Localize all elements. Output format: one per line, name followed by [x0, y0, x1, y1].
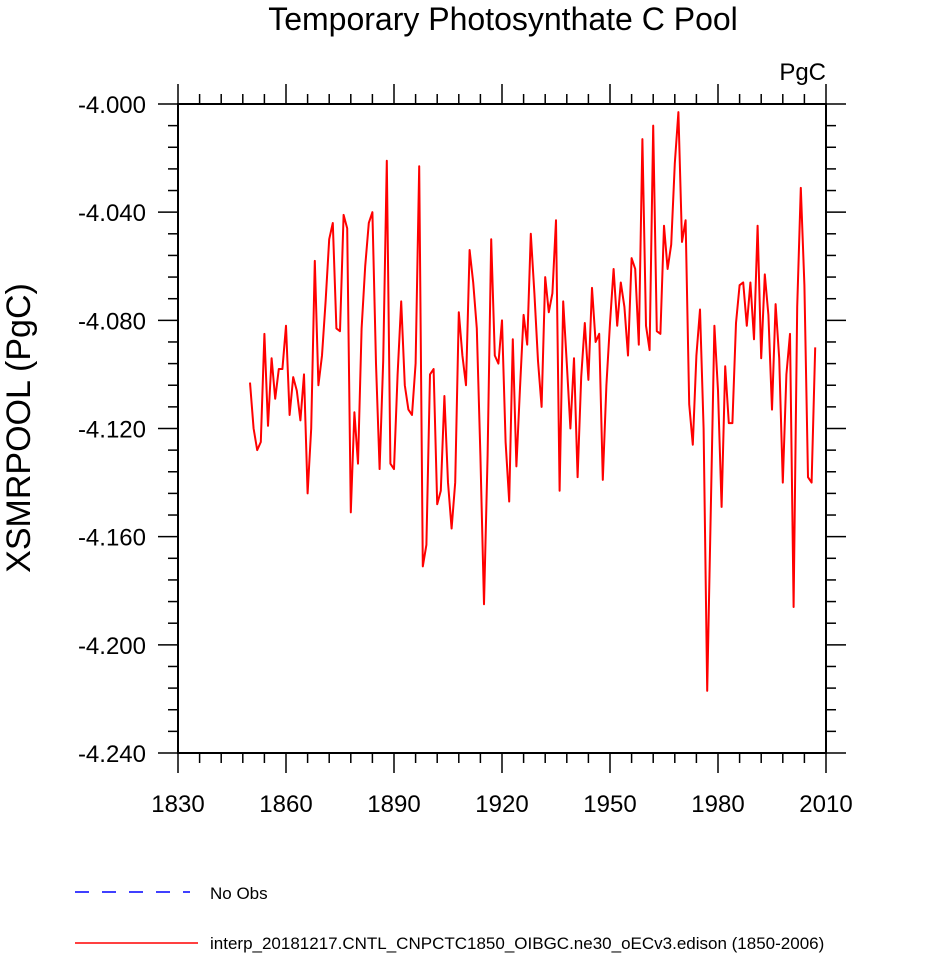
x-tick-label: 1950: [583, 791, 636, 818]
y-tick-label: -4.080: [78, 308, 146, 335]
series-line: [249, 111, 817, 692]
x-tick-labels: 1830 1860 1890 1920 1950 1980 2010: [151, 791, 852, 818]
y-axis-label: XSMRPOOL (PgC): [0, 283, 38, 573]
x-tick-label: 1890: [367, 791, 420, 818]
units-label: PgC: [779, 59, 826, 86]
y-tick-label: -4.040: [78, 200, 146, 227]
x-tick-label: 1830: [151, 791, 204, 818]
x-tick-label: 1980: [691, 791, 744, 818]
x-tick-label: 1860: [259, 791, 312, 818]
y-tick-label: -4.000: [78, 92, 146, 119]
legend-label-no-obs: No Obs: [210, 884, 268, 903]
y-tick-label: -4.120: [78, 417, 146, 444]
y-tick-labels: -4.000 -4.040 -4.080 -4.120 -4.160 -4.200 -4.2…: [78, 92, 146, 768]
legend-label-model: interp_20181217.CNTL_CNPCTC1850_OIBGC.ne…: [210, 934, 824, 953]
plot-frame: [177, 103, 827, 754]
y-tick-label: -4.240: [78, 741, 146, 768]
x-tick-label: 1920: [475, 791, 528, 818]
y-tick-label: -4.160: [78, 525, 146, 552]
legend: No Obs interp_20181217.CNTL_CNPCTC1850_O…: [75, 884, 824, 953]
x-tick-label: 2010: [799, 791, 852, 818]
series-group: [249, 111, 817, 692]
y-tick-label: -4.200: [78, 633, 146, 660]
chart-title: Temporary Photosynthate C Pool: [268, 1, 738, 37]
axis-ticks: [158, 84, 846, 773]
